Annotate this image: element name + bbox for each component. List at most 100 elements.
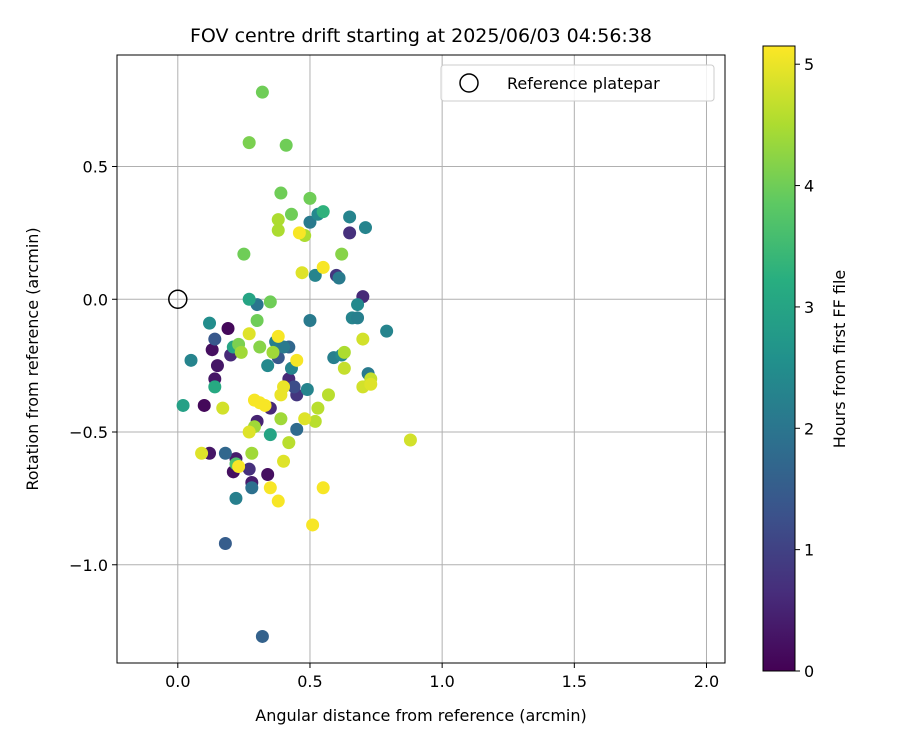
data-point [271,223,285,237]
legend-marker-open-circle [459,73,479,93]
data-point [306,518,320,532]
y-tick-label: 0.0 [83,290,108,309]
data-point [242,327,256,341]
data-point [195,446,209,460]
colorbar-tick-label: 5 [804,55,814,74]
chart-title: FOV centre drift starting at 2025/06/03 … [190,25,652,47]
data-point [277,454,291,468]
data-point [261,359,275,373]
data-point [245,446,259,460]
data-point [263,481,277,495]
data-point [242,462,256,476]
data-point [218,446,232,460]
data-point [282,436,296,450]
legend-label-reference-platepar: Reference platepar [507,74,660,93]
data-point [351,298,365,312]
data-point [205,343,219,357]
data-point [292,226,306,240]
x-axis-ticks: 0.0 0.5 1.0 1.5 2.0 [165,663,719,691]
data-point [234,345,248,359]
data-point [335,247,349,261]
data-point [258,398,272,412]
data-points [176,85,417,643]
data-point [271,213,285,227]
x-axis-label: Angular distance from reference (arcmin) [255,706,586,725]
data-point [332,271,346,285]
data-point [255,629,269,643]
data-point [364,377,378,391]
colorbar-ticks: 0 1 2 3 4 5 [795,55,814,681]
data-point [263,295,277,309]
data-point [242,136,256,150]
data-point [197,398,211,412]
data-point [271,494,285,508]
y-tick-label: 0.5 [83,158,108,177]
data-point [287,380,301,394]
plot-frame [116,54,726,664]
data-point [242,292,256,306]
y-axis-ticks: −1.0 −0.5 0.0 0.5 [69,158,117,575]
data-point [295,266,309,280]
y-tick-label: −1.0 [69,556,108,575]
data-point [176,398,190,412]
x-tick-label: 0.5 [297,672,322,691]
data-point [316,260,330,274]
y-axis-label: Rotation from reference (arcmin) [23,227,42,490]
data-point [261,467,275,481]
data-point [253,340,267,354]
data-point [277,340,291,354]
data-point [343,226,357,240]
data-point [303,191,317,205]
data-point [343,210,357,224]
colorbar-tick-label: 3 [804,298,814,317]
data-point [210,359,224,373]
data-point [403,433,417,447]
data-point [300,383,314,397]
data-point [356,332,370,346]
data-point [266,345,280,359]
data-point [321,388,335,402]
data-point [208,380,222,394]
data-point [250,314,264,328]
data-point [216,401,230,415]
data-point [277,380,291,394]
colorbar-label: Hours from first FF file [830,270,849,449]
data-point [221,321,235,335]
x-tick-label: 1.5 [562,672,587,691]
data-point [232,460,246,474]
y-tick-label: −0.5 [69,423,108,442]
data-point [311,401,325,415]
x-tick-label: 1.0 [429,672,454,691]
colorbar-gradient [762,45,796,672]
legend-box [440,64,715,102]
data-point [284,207,298,221]
data-point [298,412,312,426]
data-point [245,481,259,495]
data-point [308,268,322,282]
data-point [208,332,222,346]
x-tick-label: 0.0 [165,672,190,691]
data-point [290,353,304,367]
colorbar-tick-label: 0 [804,662,814,681]
data-point [316,481,330,495]
grid-lines [117,55,725,663]
colorbar-tick-label: 1 [804,541,814,560]
data-point [271,329,285,343]
data-point [358,221,372,235]
data-point [303,215,317,229]
data-point [351,311,365,325]
data-point [255,85,269,99]
colorbar: 0 1 2 3 4 5 Hours from first FF file [762,45,849,681]
data-point [263,428,277,442]
data-point [337,361,351,375]
data-point [237,247,251,261]
data-point [274,412,288,426]
data-point [308,414,322,428]
data-point [229,491,243,505]
data-point [218,537,232,551]
data-point [303,314,317,328]
data-point [184,353,198,367]
data-point [380,324,394,338]
